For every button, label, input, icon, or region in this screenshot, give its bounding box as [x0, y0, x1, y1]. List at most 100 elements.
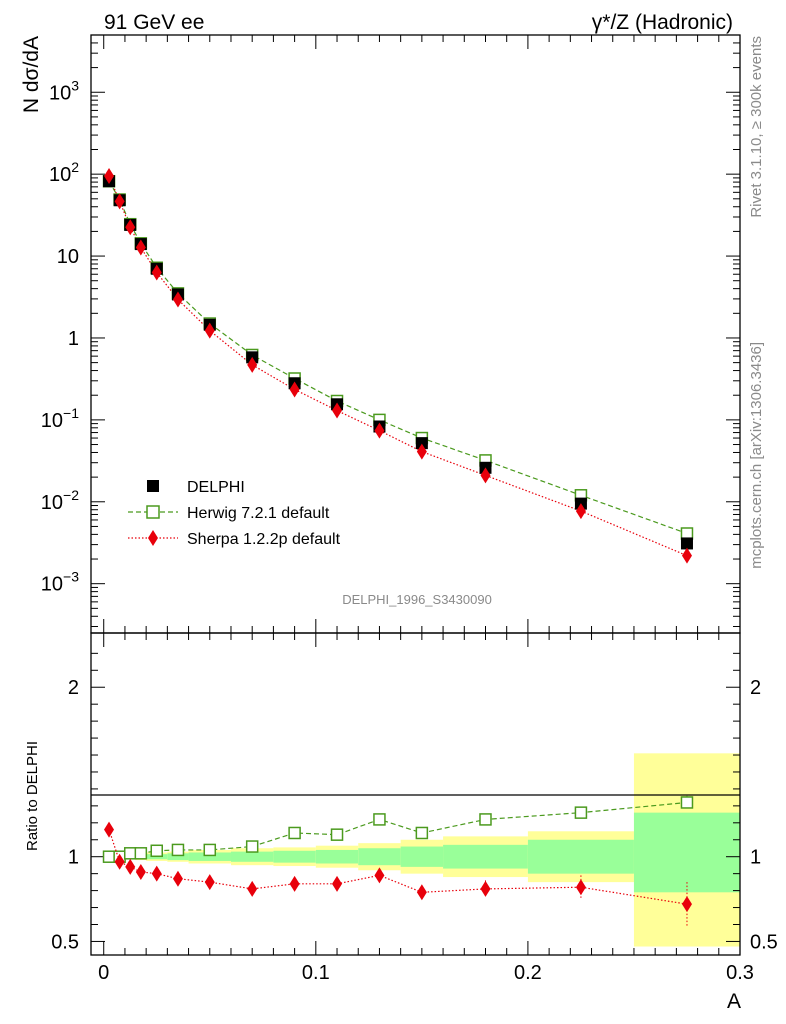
- main-point-sherpa: [374, 422, 385, 439]
- main-axis-ticks: 10−3 10−2 10−1 1 10 102 103: [41, 34, 741, 633]
- ratio-point-herwig: [479, 813, 492, 826]
- ratio-axis-ticks: 0 0.1 0.2 0.3 0.5 0.5 1 1 2 2: [51, 633, 778, 984]
- ratio-y-axis-label: Ratio to DELPHI: [24, 741, 41, 851]
- ratio-point-herwig: [134, 847, 148, 860]
- main-point-sherpa: [104, 167, 115, 184]
- main-point-sherpa: [151, 264, 162, 281]
- main-point-sherpa: [114, 193, 125, 210]
- main-point-sherpa: [416, 443, 427, 460]
- ratio-point-herwig: [123, 847, 137, 860]
- legend-item-delphi: DELPHI: [147, 479, 245, 496]
- legend-label-sherpa: Sherpa 1.2.2p default: [187, 531, 341, 548]
- ratio-band-stat: [188, 852, 231, 861]
- main-point-sherpa: [681, 547, 692, 564]
- main-point-herwig: [680, 527, 694, 540]
- x-axis-label: A: [727, 990, 741, 1013]
- analysis-watermark: DELPHI_1996_S3430090: [342, 592, 492, 607]
- ratio-point-sherpa: [172, 870, 183, 887]
- ratio-band-stat: [400, 846, 444, 867]
- mcplots-label: mcplots.cern.ch [arXiv:1306.3436]: [748, 342, 765, 569]
- legend-marker-sherpa: [148, 530, 158, 546]
- main-point-sherpa: [480, 467, 491, 484]
- main-y-tick-label: 103: [49, 77, 79, 104]
- ratio-point-herwig: [574, 806, 588, 819]
- ratio-band-stat: [230, 851, 274, 862]
- ratio-y-tick-label-right: 0.5: [750, 931, 778, 953]
- legend-label-delphi: DELPHI: [187, 479, 245, 496]
- main-y-tick-label: 10−1: [41, 405, 79, 432]
- ratio-y-tick-label: 2: [68, 677, 79, 699]
- main-line-sherpa: [108, 175, 688, 557]
- ratio-uncertainty-bands: [103, 753, 740, 947]
- main-point-sherpa: [247, 356, 258, 373]
- ratio-point-herwig: [330, 828, 344, 841]
- ratio-y-tick-label: 1: [68, 847, 79, 869]
- ratio-point-herwig: [102, 850, 116, 863]
- ratio-band-stat: [273, 850, 316, 863]
- main-y-axis-label: N dσ/dA: [20, 36, 43, 113]
- ratio-point-sherpa: [416, 884, 427, 901]
- ratio-point-sherpa: [114, 853, 125, 870]
- main-point-delphi: [415, 437, 428, 450]
- ratio-y-tick-label-right: 1: [750, 847, 761, 869]
- ratio-point-herwig: [415, 826, 429, 840]
- x-tick-label: 0: [98, 962, 109, 984]
- ratio-point-sherpa: [125, 858, 136, 875]
- legend-item-sherpa: Sherpa 1.2.2p default: [128, 530, 341, 548]
- ratio-y-tick-label: 0.5: [51, 931, 79, 953]
- ratio-point-sherpa: [332, 875, 343, 892]
- legend-marker-herwig: [146, 505, 160, 519]
- ratio-point-sherpa: [575, 879, 586, 896]
- x-tick-label: 0.2: [514, 962, 542, 984]
- ratio-point-sherpa: [374, 867, 385, 884]
- main-point-sherpa: [204, 322, 215, 339]
- main-point-sherpa: [135, 239, 146, 256]
- main-point-sherpa: [575, 503, 586, 520]
- ratio-point-herwig: [373, 813, 386, 826]
- main-point-delphi: [680, 537, 693, 550]
- main-panel: DELPHI_1996_S3430090 10−310−210−11101021…: [20, 34, 741, 634]
- ratio-series: [102, 795, 694, 927]
- x-tick-label: 0.3: [726, 962, 754, 984]
- main-point-sherpa: [125, 219, 136, 236]
- main-y-tick-label: 102: [49, 159, 79, 186]
- right-title: γ*/Z (Hadronic): [592, 11, 733, 34]
- ratio-point-herwig: [171, 843, 185, 857]
- ratio-band-stat: [633, 812, 740, 893]
- ratio-point-sherpa: [104, 821, 115, 838]
- ratio-point-herwig: [203, 843, 217, 857]
- ratio-point-herwig: [245, 840, 259, 853]
- ratio-point-sherpa: [151, 865, 162, 882]
- ratio-point-herwig: [150, 844, 163, 858]
- left-title: 91 GeV ee: [104, 11, 204, 34]
- ratio-band-stat: [358, 848, 401, 866]
- main-y-tick-label: 10: [57, 246, 79, 268]
- ratio-band-stat: [443, 844, 528, 869]
- ratio-point-sherpa: [204, 874, 215, 891]
- ratio-point-sherpa: [681, 896, 692, 913]
- main-point-sherpa: [289, 381, 300, 398]
- main-series: [102, 167, 694, 564]
- main-point-sherpa: [332, 402, 343, 419]
- main-point-sherpa: [172, 291, 183, 308]
- ratio-point-sherpa: [247, 880, 258, 897]
- legend-item-herwig: Herwig 7.2.1 default: [128, 505, 330, 522]
- rivet-label: Rivet 3.1.10, ≥ 300k events: [748, 36, 765, 218]
- ratio-y-tick-label-right: 2: [750, 677, 761, 699]
- ratio-band-stat: [315, 849, 359, 864]
- ratio-point-sherpa: [289, 875, 300, 892]
- main-y-tick-label: 10−3: [41, 569, 79, 596]
- main-y-tick-label: 10−2: [41, 487, 79, 514]
- main-y-tick-label: 1: [68, 328, 79, 350]
- ratio-point-herwig: [288, 826, 301, 840]
- ratio-panel: 0 0.1 0.2 0.3 0.5 0.5 1 1 2 2 Ratio to DELPHI A: [24, 632, 778, 1013]
- legend-label-herwig: Herwig 7.2.1 default: [187, 505, 330, 522]
- ratio-point-sherpa: [135, 863, 146, 880]
- legend: DELPHI Herwig 7.2.1 default Sherpa 1.2.2…: [128, 479, 341, 548]
- ratio-band-stat: [527, 839, 634, 874]
- ratio-point-herwig: [680, 796, 694, 809]
- ratio-point-sherpa: [480, 880, 491, 897]
- x-tick-label: 0.1: [302, 962, 330, 984]
- ratio-band-stat: [167, 853, 189, 861]
